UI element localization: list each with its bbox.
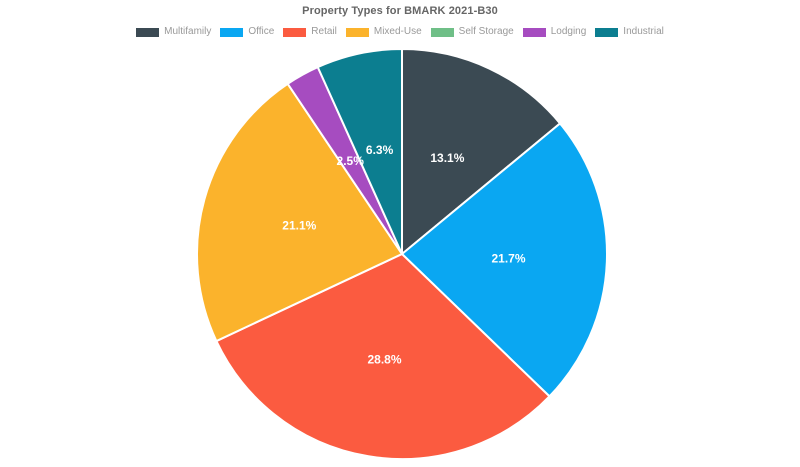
legend-swatch-retail bbox=[283, 27, 307, 37]
legend-item-self-storage[interactable]: Self Storage bbox=[430, 26, 514, 38]
legend-item-retail[interactable]: Retail bbox=[283, 26, 337, 38]
legend-swatch-mixed-use bbox=[345, 27, 369, 37]
legend-item-multifamily[interactable]: Multifamily bbox=[136, 26, 211, 38]
pie-slice-mixed-use[interactable] bbox=[196, 82, 403, 343]
legend-swatch-self-storage bbox=[430, 27, 454, 37]
legend-item-lodging[interactable]: Lodging bbox=[522, 26, 587, 38]
legend: Multifamily Office Retail Mixed-Use Self Sto… bbox=[0, 26, 800, 38]
pie-slice-office[interactable] bbox=[401, 122, 608, 398]
legend-item-mixed-use[interactable]: Mixed-Use bbox=[345, 26, 422, 38]
legend-swatch-multifamily bbox=[136, 27, 160, 37]
pie-slice-multifamily[interactable] bbox=[401, 48, 562, 255]
legend-swatch-lodging bbox=[522, 27, 546, 37]
legend-label-lodging: Lodging bbox=[550, 26, 587, 37]
chart-title: Property Types for BMARK 2021-B30 bbox=[302, 5, 498, 17]
pie-slice-retail[interactable] bbox=[215, 253, 551, 461]
legend-label-office: Office bbox=[248, 26, 275, 37]
legend-label-retail: Retail bbox=[311, 26, 337, 37]
legend-item-office[interactable]: Office bbox=[220, 26, 274, 38]
legend-swatch-office bbox=[220, 27, 244, 37]
legend-swatch-industrial bbox=[595, 27, 619, 37]
legend-label-self-storage: Self Storage bbox=[458, 26, 514, 37]
pie-slice-industrial[interactable] bbox=[316, 48, 403, 255]
legend-item-industrial[interactable]: Industrial bbox=[595, 26, 664, 38]
legend-label-industrial: Industrial bbox=[623, 26, 664, 37]
legend-label-mixed-use: Mixed-Use bbox=[373, 26, 422, 37]
legend-label-multifamily: Multifamily bbox=[164, 26, 212, 37]
